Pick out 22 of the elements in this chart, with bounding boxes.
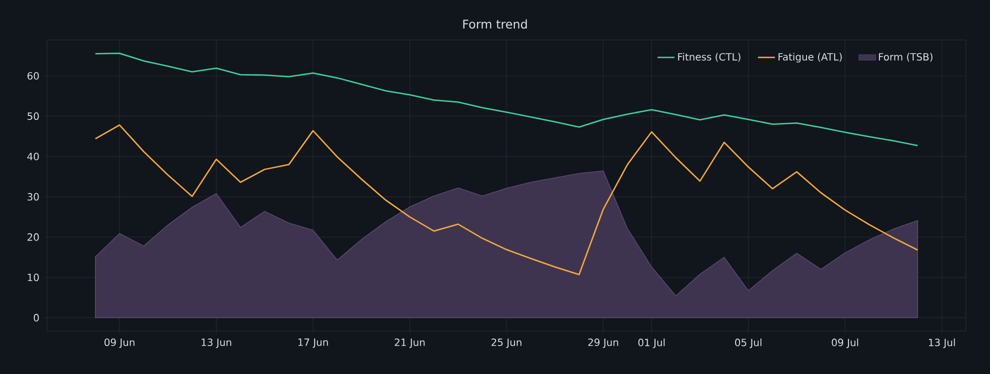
y-tick-label: 20 xyxy=(28,233,39,241)
x-tick-label: 05 Jul xyxy=(735,338,762,348)
legend-label: Form (TSB) xyxy=(878,52,932,62)
chart-title: Form trend xyxy=(463,19,527,29)
legend-label: Fitness (CTL) xyxy=(678,52,740,62)
y-tick-label: 0 xyxy=(34,314,39,322)
x-tick-label: 29 Jun xyxy=(588,338,618,348)
x-tick-label: 17 Jun xyxy=(298,338,328,348)
y-tick-label: 60 xyxy=(28,72,39,80)
x-tick-label: 01 Jul xyxy=(638,338,665,348)
y-tick-label: 40 xyxy=(27,152,39,160)
x-tick-label: 21 Jun xyxy=(394,338,425,348)
y-tick-label: 50 xyxy=(28,112,39,120)
y-tick-label: 30 xyxy=(28,193,39,201)
line-series xyxy=(94,124,918,276)
x-tick-label: 13 Jun xyxy=(202,338,232,348)
x-tick-label: 09 Jul xyxy=(832,338,858,348)
x-tick-label: 09 Jun xyxy=(104,338,134,348)
x-tick-label: 13 Jul xyxy=(928,338,955,348)
legend-label: Fatigue (ATL) xyxy=(778,52,842,63)
y-tick-label: 10 xyxy=(28,274,39,282)
x-tick-label: 25 Jun xyxy=(492,338,522,348)
